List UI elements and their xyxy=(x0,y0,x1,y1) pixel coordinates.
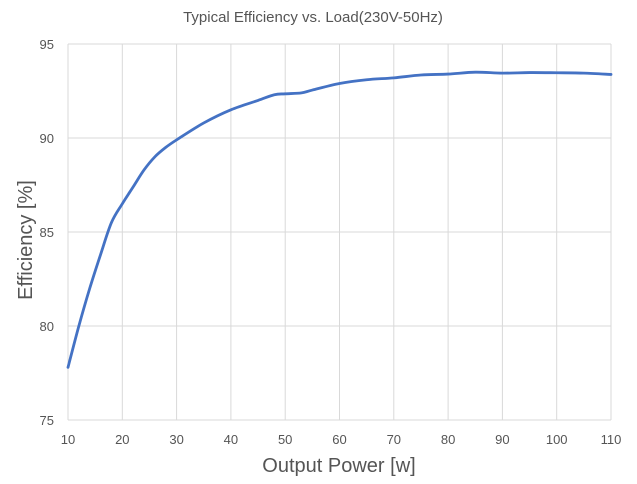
x-tick-label: 30 xyxy=(169,432,183,447)
x-axis-label: Output Power [w] xyxy=(262,455,415,477)
x-tick-label: 100 xyxy=(546,432,568,447)
efficiency-line xyxy=(66,70,613,369)
x-tick-label: 10 xyxy=(61,432,75,447)
x-tick-label: 40 xyxy=(224,432,238,447)
y-tick-label: 75 xyxy=(40,413,54,428)
y-tick-label: 85 xyxy=(40,225,54,240)
x-tick-label: 20 xyxy=(115,432,129,447)
x-tick-label: 70 xyxy=(387,432,401,447)
x-tick-label: 80 xyxy=(441,432,455,447)
y-tick-label: 95 xyxy=(40,37,54,52)
y-tick-label: 80 xyxy=(40,319,54,334)
data-series xyxy=(66,70,613,369)
x-tick-label: 110 xyxy=(601,432,622,447)
x-tick-label: 50 xyxy=(278,432,292,447)
y-axis-label: Efficiency [%] xyxy=(15,180,37,300)
tick-labels: 10 20 30 40 50 60 70 80 90 100 110 75 80 85 90 95 xyxy=(40,37,622,447)
x-tick-label: 60 xyxy=(332,432,346,447)
x-tick-label: 90 xyxy=(495,432,509,447)
y-tick-label: 90 xyxy=(40,131,54,146)
chart-title: Typical Efficiency vs. Load(230V-50Hz) xyxy=(183,9,443,26)
gridlines xyxy=(67,43,612,421)
